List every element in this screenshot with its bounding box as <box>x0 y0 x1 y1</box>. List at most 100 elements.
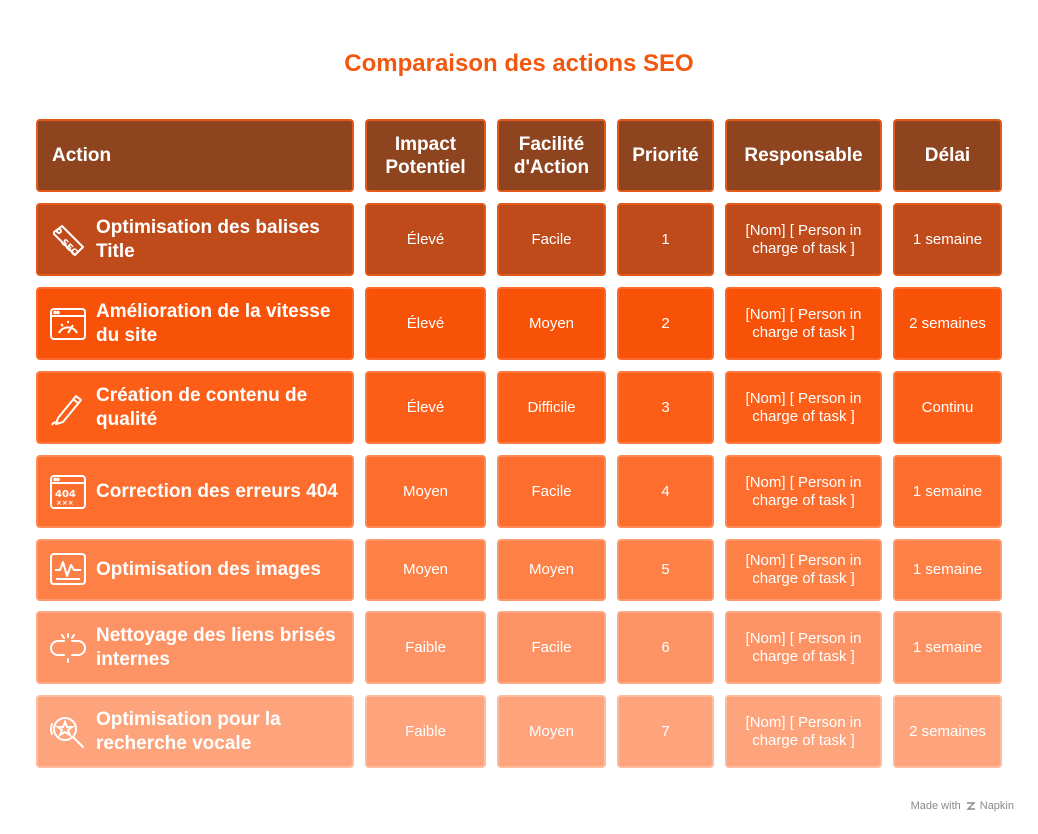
delai-cell-text: 1 semaine <box>912 482 983 500</box>
responsable-cell: [Nom] [ Person in charge of task ] <box>725 371 882 444</box>
impact-cell-text: Élevé <box>406 230 445 248</box>
impact-cell: Élevé <box>365 287 486 360</box>
priorite-cell-text: 3 <box>661 398 670 416</box>
svg-text:404: 404 <box>55 489 76 500</box>
action-label: Optimisation pour la recherche vocale <box>96 708 281 754</box>
delai-cell: 2 semaines <box>893 695 1002 768</box>
responsable-cell: [Nom] [ Person in charge of task ] <box>725 287 882 360</box>
responsable-cell: [Nom] [ Person in charge of task ] <box>725 539 882 601</box>
facilite-cell: Facile <box>497 203 606 276</box>
impact-cell-text: Moyen <box>402 561 449 578</box>
delai-cell: 1 semaine <box>893 455 1002 528</box>
facilite-cell: Facile <box>497 455 606 528</box>
made-with-label: Made with <box>910 800 961 812</box>
facilite-cell: Facile <box>497 611 606 684</box>
delai-cell: 1 semaine <box>893 611 1002 684</box>
action-label: Optimisation des images <box>96 559 321 580</box>
facilite-cell-text: Difficile <box>527 398 576 416</box>
priorite-cell: 6 <box>617 611 714 684</box>
header-delai-label: Délai <box>924 145 971 166</box>
priorite-cell-text: 7 <box>661 722 670 740</box>
delai-cell: 2 semaines <box>893 287 1002 360</box>
facilite-cell-text: Facile <box>531 638 572 656</box>
delai-cell: 1 semaine <box>893 539 1002 601</box>
header-action-label: Action <box>52 145 112 166</box>
impact-cell-text: Élevé <box>406 398 445 416</box>
responsable-cell: [Nom] [ Person in charge of task ] <box>725 203 882 276</box>
action-label: Amélioration de la vitesse du site <box>96 300 331 346</box>
page-title: Comparaison des actions SEO <box>344 50 694 77</box>
facilite-cell: Moyen <box>497 695 606 768</box>
responsable-cell-text: [Nom] [ Person in charge of task ] <box>745 389 862 425</box>
facilite-cell-text: Moyen <box>528 561 575 578</box>
action-cell: Optimisation des images <box>36 539 354 601</box>
footer-credit: Made with Napkin <box>911 800 1014 812</box>
delai-cell: Continu <box>893 371 1002 444</box>
header-delai: Délai <box>893 119 1002 192</box>
action-label: Création de contenu de qualité <box>96 384 308 430</box>
header-responsable: Responsable <box>725 119 882 192</box>
action-cell: SEO Optimisation des balises Title <box>36 203 354 276</box>
action-cell: Optimisation pour la recherche vocale <box>36 695 354 768</box>
priorite-cell: 4 <box>617 455 714 528</box>
responsable-cell-text: [Nom] [ Person in charge of task ] <box>745 305 862 341</box>
facilite-cell-text: Moyen <box>528 722 575 740</box>
responsable-cell-text: [Nom] [ Person in charge of task ] <box>745 713 862 749</box>
responsable-cell: [Nom] [ Person in charge of task ] <box>725 611 882 684</box>
delai-cell: 1 semaine <box>893 203 1002 276</box>
priorite-cell: 1 <box>617 203 714 276</box>
priorite-cell: 5 <box>617 539 714 601</box>
delai-cell-text: Continu <box>921 398 974 416</box>
priorite-cell-text: 6 <box>661 638 670 656</box>
voice-search-icon <box>48 712 88 752</box>
pencil-icon <box>48 388 88 428</box>
priorite-cell: 2 <box>617 287 714 360</box>
responsable-cell: [Nom] [ Person in charge of task ] <box>725 455 882 528</box>
facilite-cell: Moyen <box>497 539 606 601</box>
broken-link-icon <box>48 628 88 668</box>
delai-cell-text: 1 semaine <box>912 638 983 656</box>
action-cell: Amélioration de la vitesse du site <box>36 287 354 360</box>
facilite-cell: Moyen <box>497 287 606 360</box>
image-chart-icon <box>48 550 88 590</box>
header-facilite-label: Facilité d'Action <box>513 133 590 178</box>
impact-cell-text: Moyen <box>402 482 449 500</box>
impact-cell: Élevé <box>365 203 486 276</box>
facilite-cell: Difficile <box>497 371 606 444</box>
action-label: Nettoyage des liens brisés internes <box>96 624 336 670</box>
seo-tag-icon: SEO <box>48 220 88 260</box>
speed-window-icon <box>48 304 88 344</box>
impact-cell-text: Faible <box>405 638 446 656</box>
header-facilite: Facilité d'Action <box>497 119 606 192</box>
responsable-cell: [Nom] [ Person in charge of task ] <box>725 695 882 768</box>
facilite-cell-text: Facile <box>531 482 572 500</box>
delai-cell-text: 1 semaine <box>912 230 983 248</box>
action-label: Optimisation des balises Title <box>96 216 320 262</box>
action-cell: Création de contenu de qualité <box>36 371 354 444</box>
header-action: Action <box>36 119 354 192</box>
impact-cell: Moyen <box>365 539 486 601</box>
impact-cell: Élevé <box>365 371 486 444</box>
priorite-cell-text: 2 <box>661 314 670 332</box>
impact-cell: Moyen <box>365 455 486 528</box>
impact-cell-text: Faible <box>405 722 446 740</box>
delai-cell-text: 2 semaines <box>909 722 986 740</box>
facilite-cell-text: Moyen <box>528 314 575 332</box>
responsable-cell-text: [Nom] [ Person in charge of task ] <box>745 221 862 257</box>
responsable-cell-text: [Nom] [ Person in charge of task ] <box>745 629 862 665</box>
priorite-cell-text: 5 <box>661 561 670 578</box>
delai-cell-text: 2 semaines <box>909 314 986 332</box>
responsable-cell-text: [Nom] [ Person in charge of task ] <box>745 473 862 509</box>
priorite-cell: 7 <box>617 695 714 768</box>
action-cell: 404 ××× Correction des erreurs 404 <box>36 455 354 528</box>
responsable-cell-text: [Nom] [ Person in charge of task ] <box>745 552 862 587</box>
impact-cell: Faible <box>365 611 486 684</box>
priorite-cell-text: 1 <box>661 230 670 248</box>
napkin-brand-label: Napkin <box>979 800 1014 812</box>
action-label: Correction des erreurs 404 <box>96 480 338 502</box>
header-responsable-label: Responsable <box>744 145 863 166</box>
header-priorite-label: Priorité <box>632 145 699 166</box>
error-404-icon: 404 ××× <box>48 472 88 512</box>
svg-text:×××: ××× <box>56 499 74 507</box>
header-impact-label: Impact Potentiel <box>385 133 466 178</box>
